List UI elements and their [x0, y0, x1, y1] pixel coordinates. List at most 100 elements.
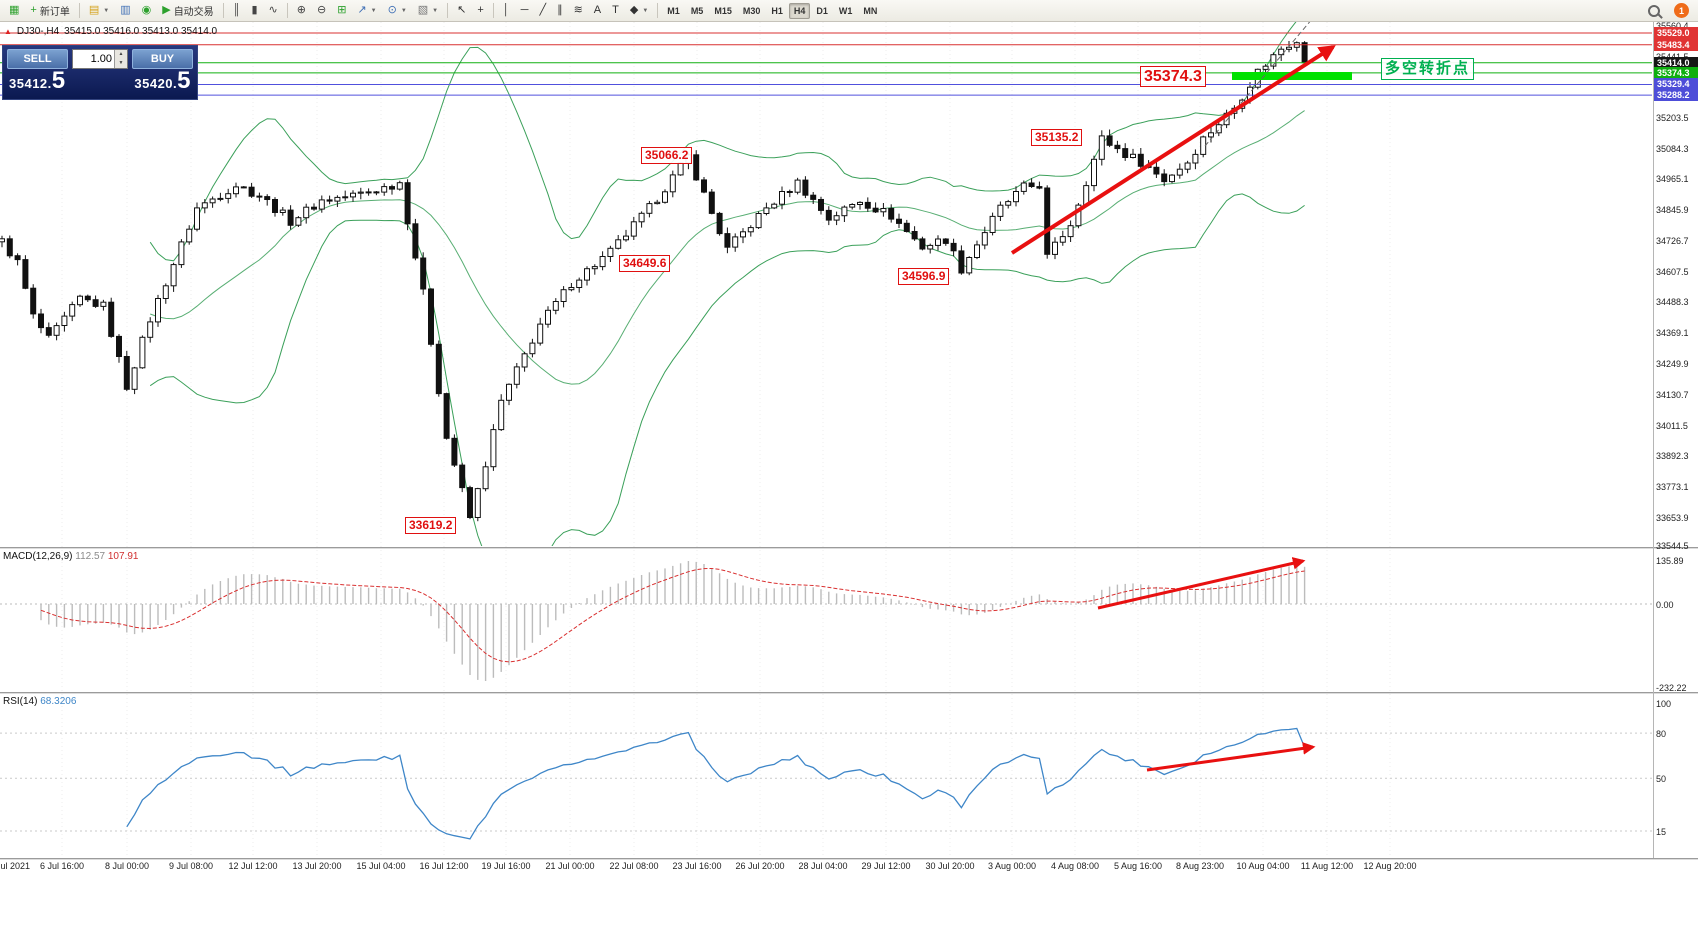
- indicators-icon[interactable]: ↗ ▼: [352, 2, 381, 20]
- volume-stepper[interactable]: 1.00 ▲ ▼: [72, 49, 128, 69]
- volume-value[interactable]: 1.00: [90, 53, 112, 65]
- zoom-out-icon[interactable]: ⊖: [312, 2, 331, 20]
- cursor-icon: ↖: [457, 4, 467, 16]
- current-price-annotation[interactable]: 35374.3: [1140, 66, 1206, 87]
- market-watch-icon: ▥: [120, 4, 131, 16]
- periods-icon[interactable]: ⊙ ▼: [383, 2, 412, 20]
- volume-up-icon[interactable]: ▲: [118, 51, 124, 57]
- text-tool-icon[interactable]: A: [589, 2, 606, 20]
- new-order-button[interactable]: + 新订单: [25, 2, 74, 20]
- channel-tool-icon[interactable]: ∥: [552, 2, 568, 20]
- indicators-icon: ↗: [357, 4, 367, 16]
- rsi-indicator-label: RSI(14) 68.3206: [3, 696, 76, 707]
- timeframe-m5[interactable]: M5: [690, 5, 704, 16]
- timeframe-mn[interactable]: MN: [863, 5, 878, 16]
- timeframe-m1[interactable]: M1: [667, 5, 680, 16]
- candlestick-chart-icon[interactable]: ▮: [246, 2, 262, 20]
- horizontal-lines[interactable]: [0, 32, 1652, 96]
- time-axis-label: 9 Jul 08:00: [168, 861, 214, 871]
- line-chart-icon: ∿: [268, 4, 278, 16]
- one-click-trading-panel: SELL 1.00 ▲ ▼ BUY 35412. 5 35420. 5: [2, 45, 198, 100]
- rsi-axis-label: 80: [1656, 729, 1667, 739]
- tick-arrow-icon: ▲: [4, 26, 12, 36]
- symbol-period-label: DJ30-,H4: [16, 26, 60, 37]
- text-tool-icon: A: [593, 4, 602, 16]
- shapes-tool-icon[interactable]: ◆ ▼: [625, 2, 653, 20]
- volume-spin-buttons[interactable]: ▲ ▼: [114, 50, 127, 68]
- crosshair-icon[interactable]: +: [472, 2, 488, 20]
- support-zone-bar[interactable]: [1232, 72, 1352, 80]
- autotrading-button[interactable]: ▶ 自动交易: [157, 2, 218, 20]
- dashed-trendline[interactable]: [1204, 11, 1319, 147]
- app-icon[interactable]: ▦: [4, 2, 24, 20]
- time-axis-label: 12 Aug 20:00: [1363, 861, 1417, 871]
- time-axis-label: 19 Jul 16:00: [481, 861, 531, 871]
- quote-bar: ▲ DJ30-,H4 35415.0 35416.0 35413.0 35414…: [4, 26, 217, 37]
- timeframe-d1[interactable]: D1: [816, 5, 828, 16]
- line-chart-icon[interactable]: ∿: [264, 2, 283, 20]
- time-axis-label: 21 Jul 00:00: [545, 861, 595, 871]
- price-marker-35414.0: 35414.0: [1654, 57, 1698, 69]
- new-order-button: +: [30, 4, 37, 16]
- market-watch-icon[interactable]: ▥: [115, 2, 135, 20]
- trendline-tool-icon[interactable]: ╱: [534, 2, 551, 20]
- time-axis-label: 5 Aug 16:00: [1113, 861, 1163, 871]
- price-axis-label: 34488.3: [1656, 297, 1689, 307]
- macd-name: MACD(12,26,9): [3, 551, 73, 562]
- fibonacci-tool-icon[interactable]: ≋: [569, 2, 588, 20]
- crosshair-icon: +: [477, 4, 484, 16]
- timeframe-w1[interactable]: W1: [838, 5, 853, 16]
- hline-tool-icon[interactable]: ─: [516, 2, 534, 20]
- zoom-in-icon[interactable]: ⊕: [292, 2, 311, 20]
- zoom-out-icon: ⊖: [316, 4, 327, 16]
- zoom-in-icon: ⊕: [296, 4, 306, 16]
- time-axis-label: 10 Aug 04:00: [1236, 861, 1290, 871]
- navigator-icon[interactable]: ◉: [137, 2, 157, 20]
- price-annotation-label[interactable]: 35066.2: [641, 147, 693, 164]
- tile-windows-icon[interactable]: ⊞: [332, 2, 351, 20]
- price-marker-35288.2: 35288.2: [1654, 89, 1698, 101]
- time-axis-separator: [0, 858, 1698, 860]
- label-tool-icon[interactable]: T: [607, 2, 624, 20]
- bollinger-bands: [149, 22, 1305, 546]
- price-axis-label: 33653.9: [1656, 513, 1689, 523]
- vline-tool-icon[interactable]: │: [498, 2, 515, 20]
- dropdown-caret-icon: ▼: [432, 7, 439, 14]
- sell-button[interactable]: SELL: [7, 49, 68, 69]
- time-axis-label: 3 Aug 00:00: [987, 861, 1037, 871]
- cursor-icon[interactable]: ↖: [452, 2, 471, 20]
- rsi-value: 68.3206: [40, 696, 77, 707]
- buy-button[interactable]: BUY: [132, 49, 193, 69]
- timeframe-h4[interactable]: H4: [788, 2, 811, 19]
- timeframe-m30[interactable]: M30: [742, 5, 761, 16]
- price-axis-label: 34249.9: [1656, 359, 1689, 369]
- turning-point-label[interactable]: 多空转折点: [1381, 58, 1475, 80]
- timeframe-h1[interactable]: H1: [771, 5, 783, 16]
- price-axis-label: 35084.3: [1656, 144, 1689, 154]
- search-icon[interactable]: [1648, 4, 1660, 17]
- panel-separator-macd[interactable]: [0, 547, 1698, 549]
- trend-arrows[interactable]: [1010, 45, 1336, 772]
- new-order-button-label: 新订单: [39, 7, 70, 18]
- price-annotation-label[interactable]: 34596.9: [898, 268, 950, 285]
- periods-icon: ⊙: [387, 4, 397, 16]
- ohlc-bars-icon[interactable]: ║: [228, 2, 246, 20]
- grid-lines: [61, 22, 1391, 858]
- templates-icon[interactable]: ▧ ▼: [413, 2, 443, 20]
- price-annotation-label[interactable]: 34649.6: [619, 255, 671, 272]
- ohlc-bars-icon: ║: [232, 4, 241, 16]
- volume-down-icon[interactable]: ▼: [118, 60, 124, 66]
- notification-badge[interactable]: 1: [1674, 3, 1689, 18]
- price-annotation-label[interactable]: 33619.2: [405, 517, 457, 534]
- panel-separator-rsi[interactable]: [0, 692, 1698, 694]
- timeframe-m15[interactable]: M15: [714, 5, 732, 16]
- price-axis-label: 35560.4: [1656, 21, 1689, 31]
- trend-arrow: [1010, 45, 1336, 255]
- profiles-icon[interactable]: ▤ ▼: [84, 2, 114, 20]
- price-axis-label: 34845.9: [1656, 205, 1689, 215]
- toolbar: ▦ + 新订单 ▤ ▼ ▥ ◉ ▶ 自动交易 ║ ▮ ∿ ⊕ ⊖ ⊞ ↗ ▼ ⊙ ▼ ▧ ▼ ↖ + │ ─ ╱ ∥ ≋ A T ◆ ▼ M1 M…: [0, 0, 1698, 22]
- price-annotation-label[interactable]: 35135.2: [1031, 129, 1083, 146]
- rsi-axis-label: 100: [1656, 699, 1672, 709]
- macd-indicator-label: MACD(12,26,9) 112.57 107.91: [3, 551, 138, 562]
